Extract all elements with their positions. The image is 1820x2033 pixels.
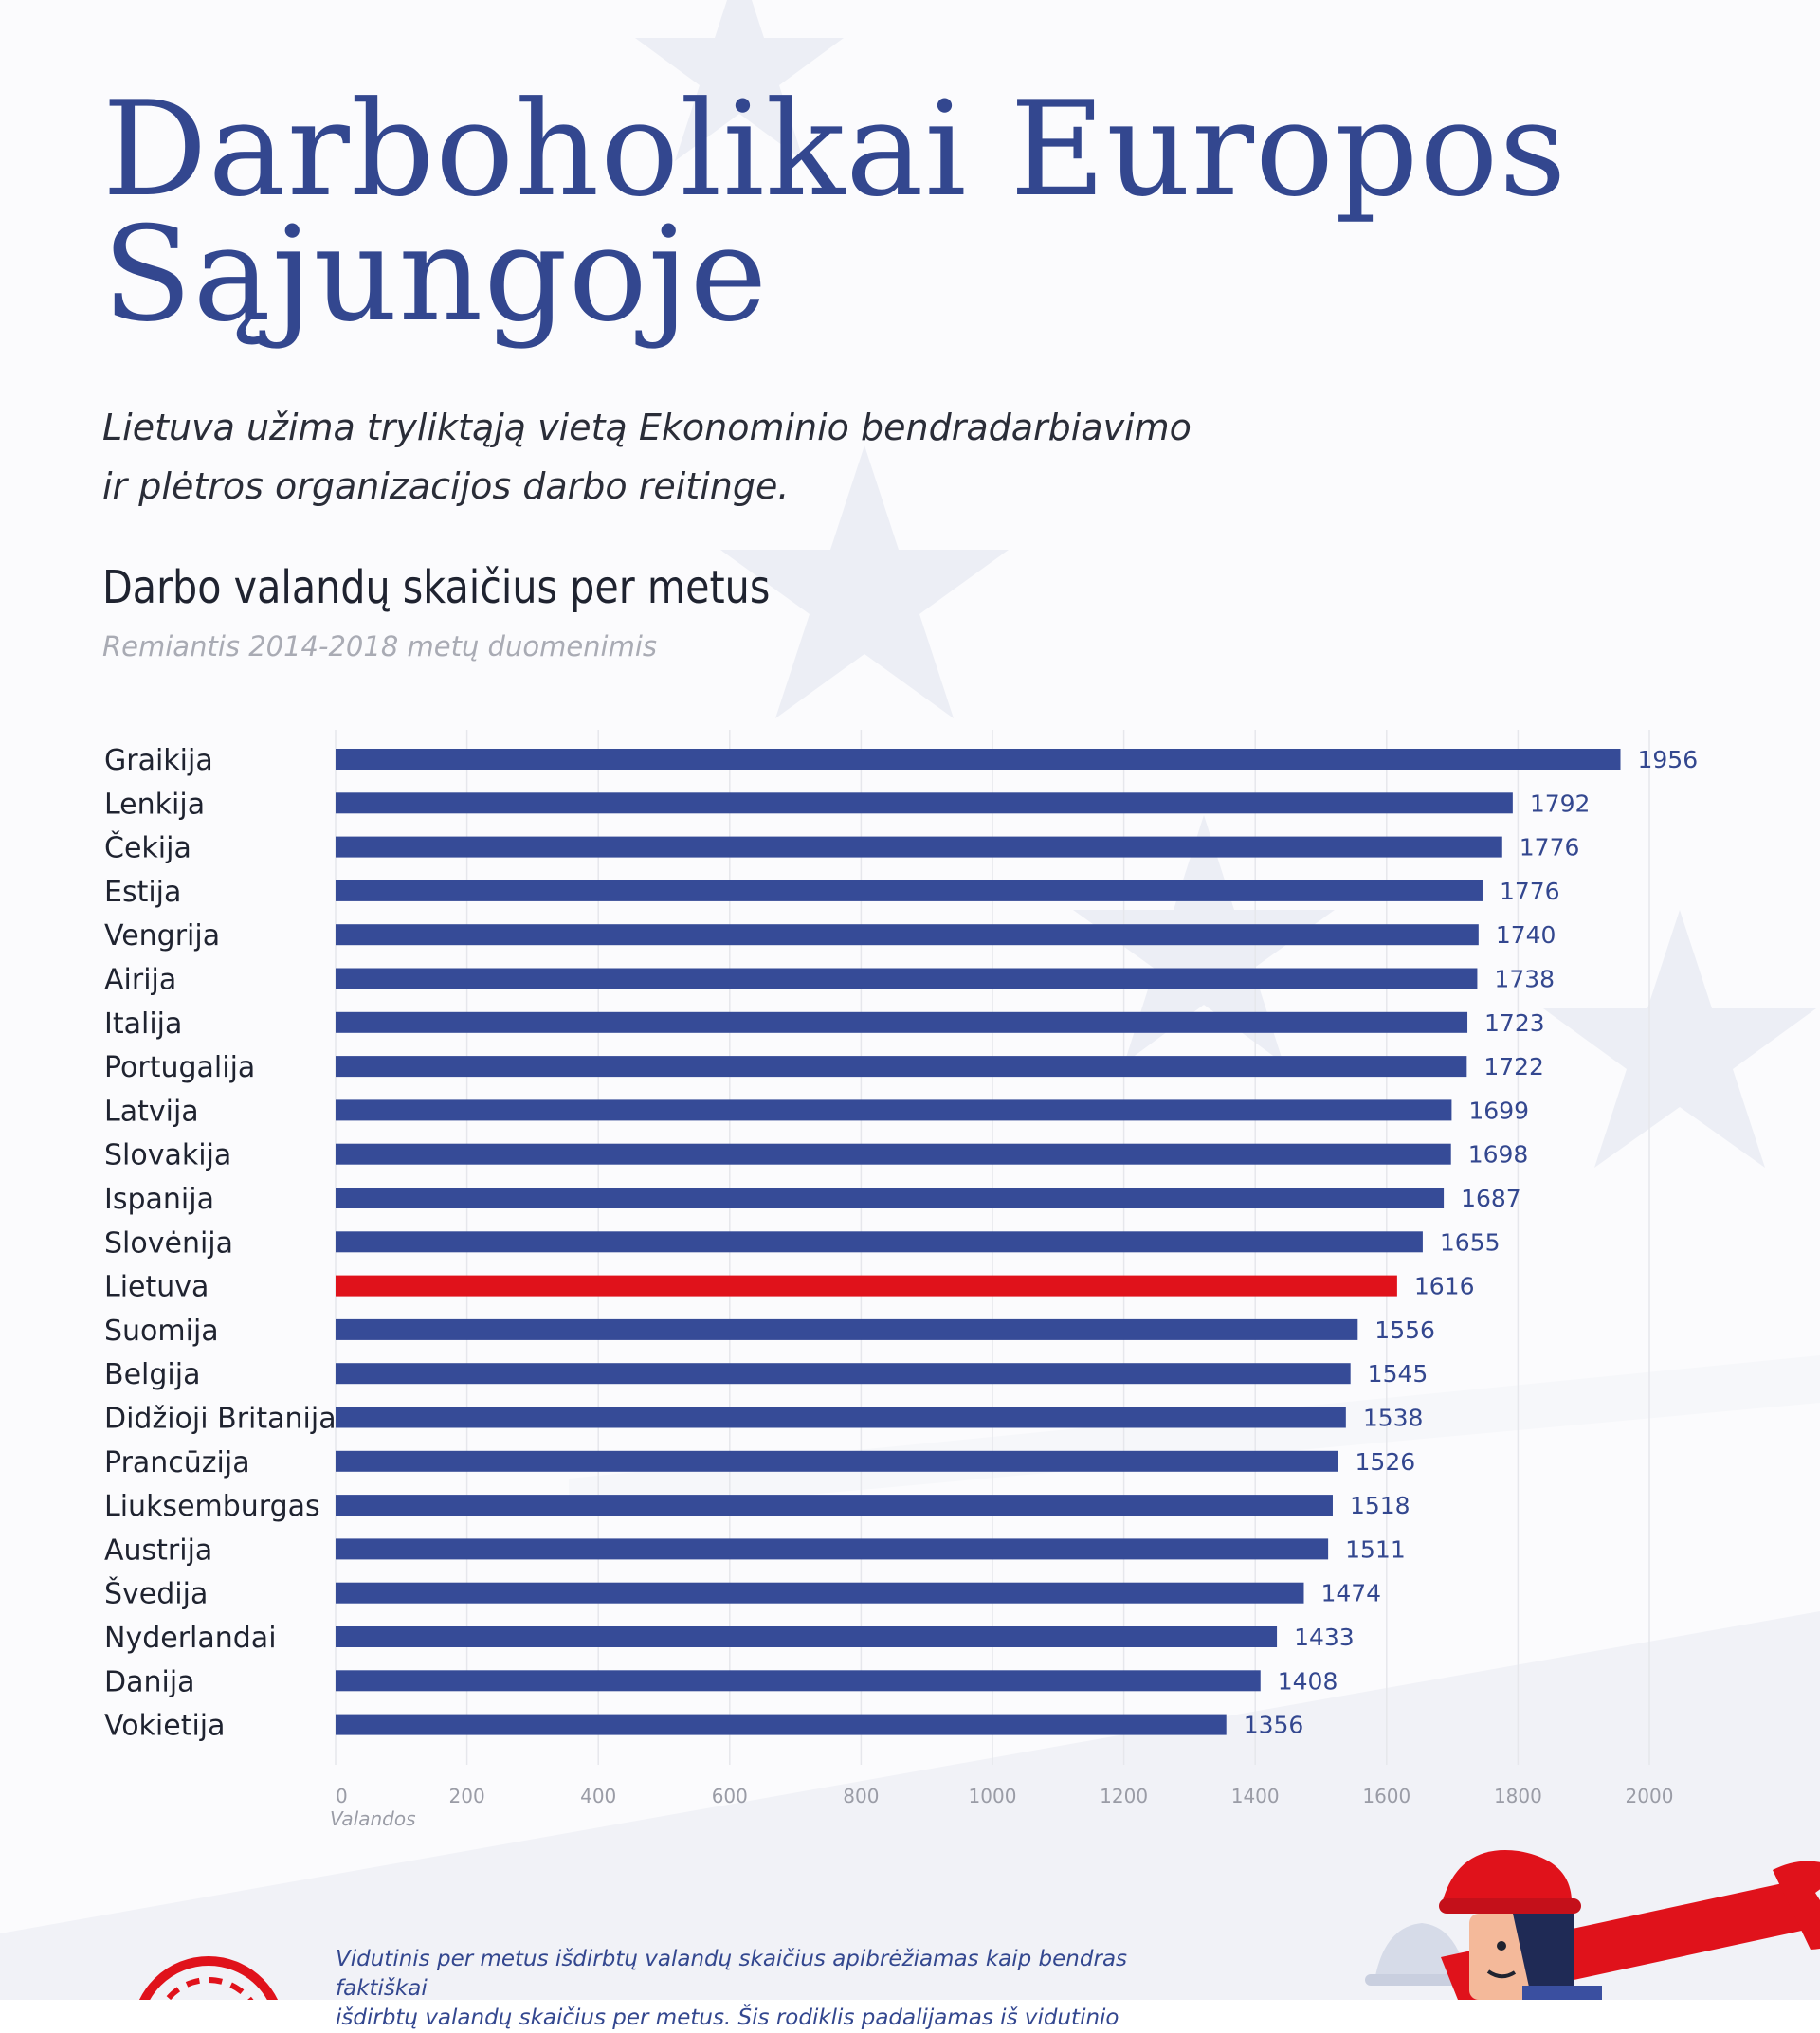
category-label: Prancūzija — [104, 1446, 250, 1479]
x-tick-label: 1800 — [1494, 1785, 1542, 1807]
category-label: Slovėnija — [104, 1226, 233, 1260]
category-label: Danija — [104, 1665, 195, 1698]
data-label: 1408 — [1278, 1667, 1338, 1695]
data-label: 1356 — [1244, 1712, 1304, 1739]
data-label: 1474 — [1320, 1580, 1381, 1607]
bar — [336, 1011, 1468, 1033]
category-label: Ispanija — [104, 1183, 214, 1216]
data-label: 1433 — [1294, 1624, 1355, 1651]
bar — [336, 880, 1483, 901]
data-label: 1556 — [1374, 1316, 1435, 1344]
category-label: Graikija — [104, 744, 213, 777]
data-label: 1776 — [1520, 834, 1580, 862]
bar — [336, 1275, 1397, 1297]
category-label: Italija — [104, 1007, 182, 1041]
x-tick-label: 1200 — [1100, 1785, 1148, 1807]
background-star — [1543, 910, 1816, 1168]
page-title: Darboholikai Europos Sąjungoje — [102, 73, 1568, 351]
bar — [336, 1670, 1261, 1692]
x-tick-label: 1000 — [969, 1785, 1017, 1807]
x-tick-label: 0 — [336, 1785, 348, 1807]
bar — [336, 1363, 1351, 1385]
bar — [336, 1231, 1423, 1253]
x-axis-label: Valandos — [330, 1807, 416, 1830]
bar — [336, 792, 1513, 814]
data-label: 1699 — [1468, 1097, 1529, 1124]
chart-title: Darbo valandų skaičius per metus — [102, 561, 771, 614]
category-label: Belgija — [104, 1358, 200, 1391]
bar — [336, 749, 1621, 770]
worker-with-wrench-icon — [1365, 1850, 1820, 2000]
data-label: 1616 — [1414, 1273, 1475, 1300]
bar — [336, 1582, 1304, 1604]
category-label: Suomija — [104, 1315, 219, 1348]
footnote: Vidutinis per metus išdirbtų valandų ska… — [336, 1945, 1189, 2033]
data-label: 1511 — [1345, 1535, 1406, 1563]
category-label: Liuksemburgas — [104, 1490, 320, 1523]
gear-logo-icon — [138, 1956, 279, 2000]
category-label: Nyderlandai — [104, 1622, 277, 1655]
bar — [336, 1407, 1346, 1428]
background-star — [635, 0, 844, 161]
bar — [336, 1099, 1452, 1121]
category-label: Latvija — [104, 1095, 199, 1128]
data-label: 1698 — [1468, 1141, 1529, 1169]
category-label: Estija — [104, 876, 181, 909]
bar — [336, 924, 1479, 946]
page-subtitle: Lietuva užima tryliktąją vietą Ekonomini… — [102, 407, 1192, 507]
category-label: Lietuva — [104, 1271, 209, 1304]
data-label: 1956 — [1638, 746, 1699, 773]
bar — [336, 1318, 1358, 1340]
category-label: Austrija — [104, 1534, 212, 1567]
bar — [336, 1495, 1333, 1516]
data-label: 1740 — [1496, 921, 1556, 949]
bar — [336, 1538, 1329, 1560]
bar — [336, 1450, 1338, 1472]
category-label: Slovakija — [104, 1139, 231, 1172]
bar — [336, 836, 1502, 858]
data-label: 1538 — [1363, 1405, 1424, 1432]
category-label: Didžioji Britanija — [104, 1403, 337, 1436]
category-label: Vokietija — [104, 1710, 226, 1743]
data-label: 1545 — [1368, 1360, 1429, 1388]
chart-labels: Graikija 1956 Lenkija 1792 Čekija 1776 Estija 1… — [104, 744, 1698, 1743]
bar — [336, 1056, 1467, 1078]
category-label: Čekija — [104, 830, 191, 865]
chart-note: Remiantis 2014-2018 metų duomenimis — [102, 630, 658, 663]
data-label: 1776 — [1500, 878, 1560, 905]
category-label: Švedija — [104, 1576, 208, 1611]
background-star — [720, 445, 1009, 718]
data-label: 1722 — [1483, 1053, 1544, 1080]
category-label: Airija — [104, 964, 176, 997]
data-label: 1518 — [1350, 1492, 1410, 1519]
x-tick-label: 600 — [712, 1785, 748, 1807]
chart-bars — [336, 749, 1621, 1735]
bar — [336, 1626, 1278, 1647]
x-tick-label: 1600 — [1362, 1785, 1410, 1807]
data-label: 1723 — [1484, 1009, 1545, 1037]
data-label: 1792 — [1530, 790, 1591, 817]
x-tick-label: 2000 — [1626, 1785, 1674, 1807]
bar — [336, 1188, 1445, 1208]
bar — [336, 968, 1478, 989]
data-label: 1738 — [1494, 966, 1555, 993]
x-tick-label: 400 — [580, 1785, 616, 1807]
footnote-line: Vidutinis per metus išdirbtų valandų ska… — [336, 1947, 1128, 2001]
x-tick-label: 800 — [843, 1785, 879, 1807]
data-label: 1687 — [1461, 1185, 1521, 1212]
x-tick-label: 200 — [449, 1785, 485, 1807]
category-label: Vengrija — [104, 919, 220, 953]
chart-axis: Valandos 0 200 400 600 800 1000 1200 1400 1600 18… — [330, 1785, 1673, 1830]
bar — [336, 1143, 1451, 1165]
data-label: 1526 — [1356, 1448, 1416, 1476]
bar — [336, 1714, 1227, 1735]
data-label: 1655 — [1440, 1228, 1501, 1256]
category-label: Portugalija — [104, 1051, 255, 1084]
x-tick-label: 1400 — [1231, 1785, 1280, 1807]
category-label: Lenkija — [104, 788, 205, 821]
footnote-line: išdirbtų valandų skaičius per metus. Šis… — [336, 2006, 1119, 2030]
